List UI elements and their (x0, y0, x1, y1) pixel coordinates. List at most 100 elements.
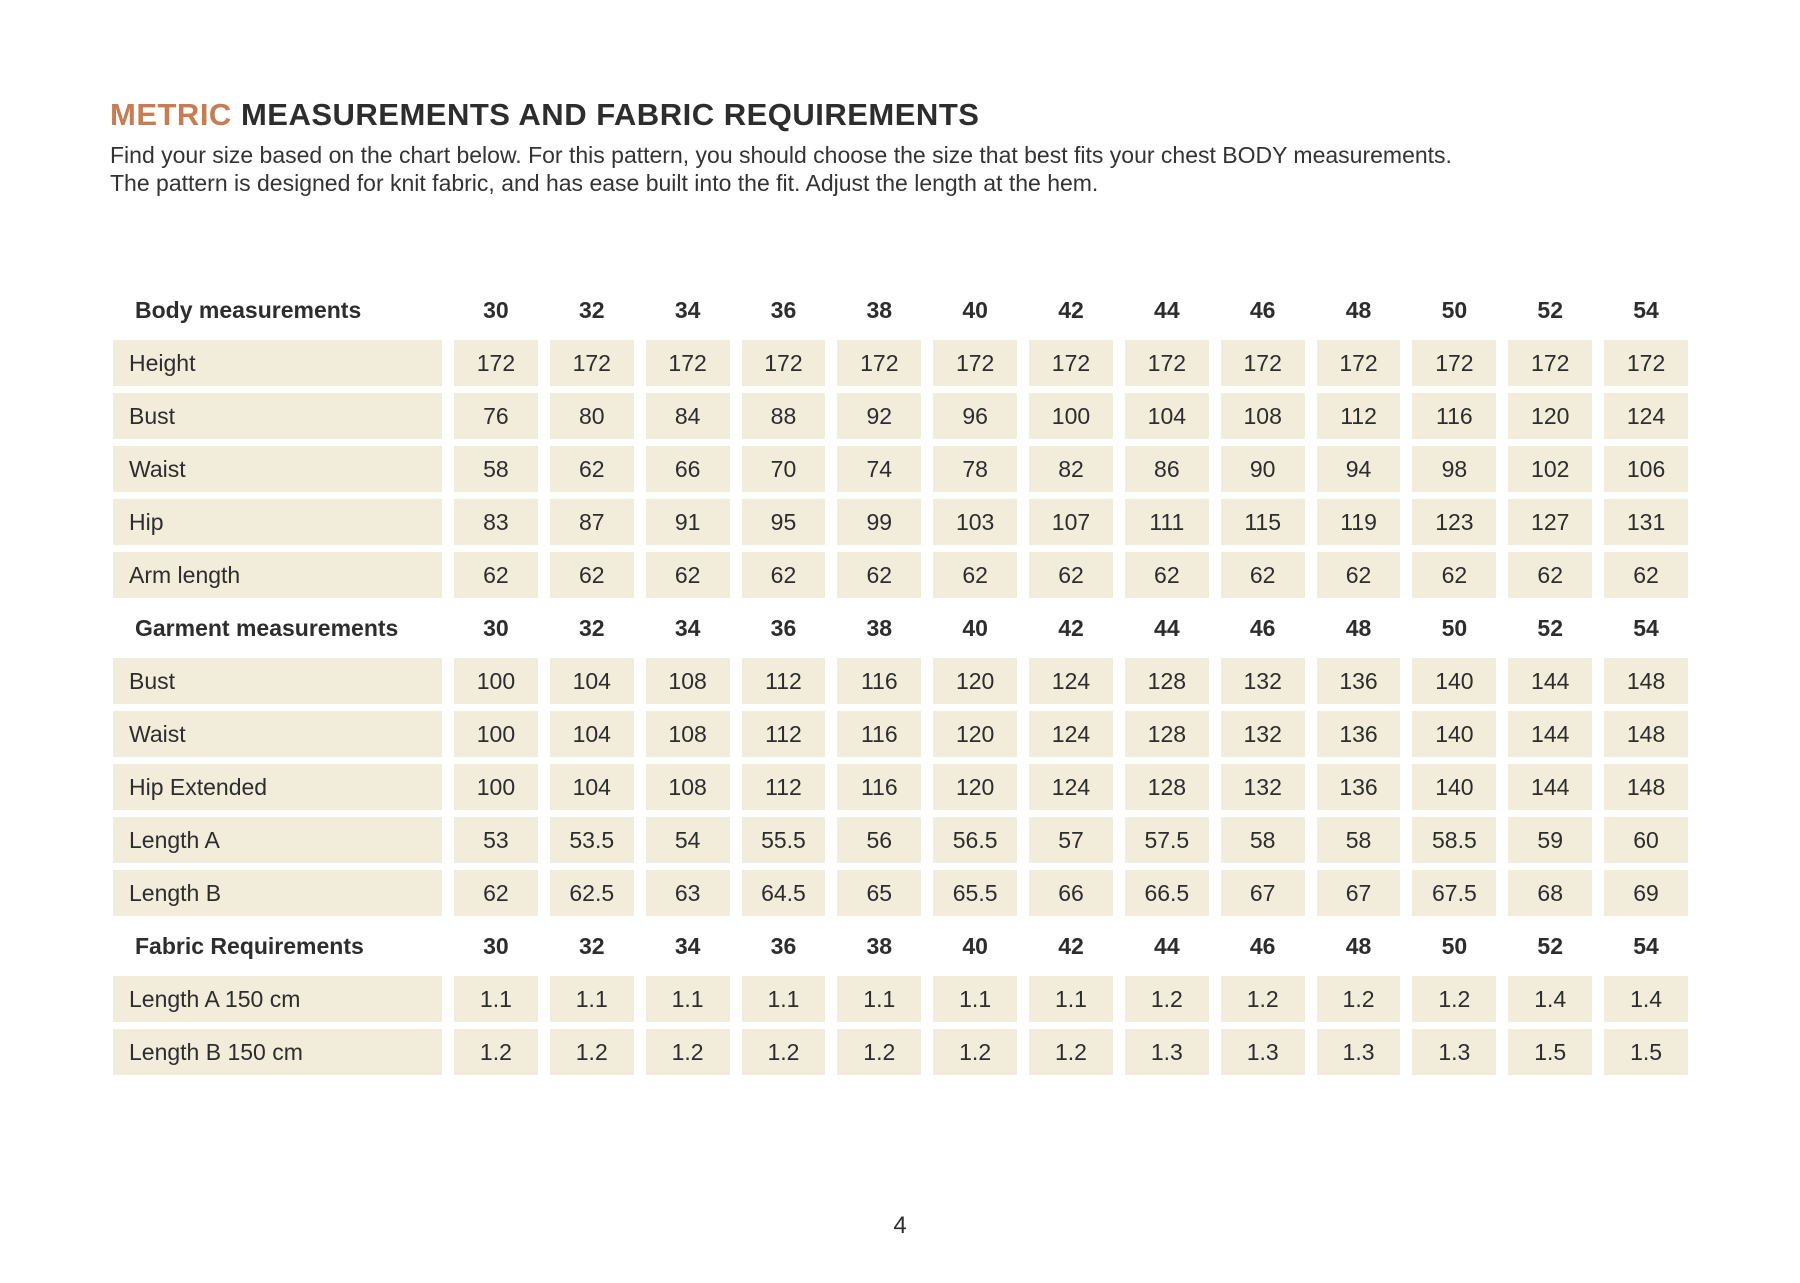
value-cell: 120 (933, 658, 1018, 705)
value-cell: 119 (1316, 499, 1401, 546)
value-cell: 108 (645, 764, 730, 811)
value-cell: 104 (1124, 393, 1209, 440)
value-cell: 55.5 (741, 817, 826, 864)
value-cell: 62 (645, 552, 730, 599)
value-cell: 128 (1124, 764, 1209, 811)
value-cell: 148 (1604, 711, 1688, 758)
value-cell: 172 (1316, 340, 1401, 387)
value-cell: 1.4 (1508, 976, 1593, 1023)
value-cell: 132 (1220, 711, 1305, 758)
value-cell: 98 (1412, 446, 1497, 493)
value-cell: 124 (1029, 711, 1113, 758)
value-cell: 58 (1316, 817, 1401, 864)
value-cell: 108 (645, 658, 730, 705)
value-cell: 116 (837, 711, 922, 758)
value-cell: 1.5 (1508, 1029, 1593, 1076)
value-cell: 59 (1508, 817, 1593, 864)
value-cell: 62 (1124, 552, 1209, 599)
value-cell: 144 (1508, 658, 1593, 705)
size-header-cell: 50 (1441, 932, 1468, 959)
value-cell: 62 (1220, 552, 1305, 599)
size-header-cell: 32 (578, 614, 605, 641)
value-cell: 63 (645, 870, 730, 917)
value-cell: 65 (837, 870, 922, 917)
value-cell: 172 (645, 340, 730, 387)
value-cell: 82 (1029, 446, 1113, 493)
value-cell: 67 (1220, 870, 1305, 917)
value-cell: 58.5 (1412, 817, 1497, 864)
size-header-cell: 38 (866, 932, 893, 959)
row-label: Hip Extended (113, 764, 442, 811)
size-header-cell: 30 (483, 296, 509, 323)
section-header-label: Garment measurements (135, 614, 399, 641)
value-cell: 95 (741, 499, 826, 546)
value-cell: 53 (454, 817, 538, 864)
row-label: Length B (113, 870, 442, 917)
value-cell: 112 (741, 658, 826, 705)
value-cell: 70 (741, 446, 826, 493)
value-cell: 116 (837, 658, 922, 705)
value-cell: 120 (1508, 393, 1593, 440)
value-cell: 64.5 (741, 870, 826, 917)
size-header-cell: 30 (483, 614, 509, 641)
value-cell: 104 (549, 658, 634, 705)
row-label: Length A 150 cm (113, 976, 442, 1023)
size-header-cell: 48 (1345, 614, 1372, 641)
size-header-cell: 38 (866, 296, 893, 323)
value-cell: 148 (1604, 764, 1688, 811)
value-cell: 1.3 (1316, 1029, 1401, 1076)
value-cell: 83 (454, 499, 538, 546)
value-cell: 1.2 (837, 1029, 922, 1076)
value-cell: 172 (1604, 340, 1688, 387)
value-cell: 1.2 (1029, 1029, 1113, 1076)
size-header-cell: 30 (483, 932, 509, 959)
value-cell: 172 (741, 340, 826, 387)
size-header-cell: 36 (770, 932, 797, 959)
value-cell: 62 (837, 552, 922, 599)
value-cell: 62 (1604, 552, 1688, 599)
value-cell: 66.5 (1124, 870, 1209, 917)
size-header-cell: 46 (1249, 296, 1276, 323)
value-cell: 67.5 (1412, 870, 1497, 917)
value-cell: 62 (741, 552, 826, 599)
value-cell: 58 (454, 446, 538, 493)
size-header-cell: 48 (1345, 296, 1372, 323)
value-cell: 1.2 (933, 1029, 1018, 1076)
value-cell: 1.2 (645, 1029, 730, 1076)
size-header-cell: 42 (1058, 932, 1084, 959)
size-header-cell: 46 (1249, 932, 1276, 959)
value-cell: 78 (933, 446, 1018, 493)
value-cell: 136 (1316, 711, 1401, 758)
value-cell: 62 (1508, 552, 1593, 599)
row-label: Bust (113, 658, 442, 705)
size-header-cell: 42 (1058, 296, 1084, 323)
value-cell: 1.2 (1316, 976, 1401, 1023)
value-cell: 1.3 (1124, 1029, 1209, 1076)
value-cell: 60 (1604, 817, 1688, 864)
size-header-cell: 44 (1154, 296, 1180, 323)
value-cell: 100 (1029, 393, 1113, 440)
value-cell: 100 (454, 764, 538, 811)
value-cell: 104 (549, 711, 634, 758)
value-cell: 140 (1412, 764, 1497, 811)
value-cell: 172 (549, 340, 634, 387)
size-header-cell: 34 (674, 932, 701, 959)
size-header-cell: 40 (962, 614, 988, 641)
value-cell: 116 (837, 764, 922, 811)
intro-line-2: The pattern is designed for knit fabric,… (110, 170, 1099, 197)
size-header-cell: 44 (1154, 614, 1180, 641)
value-cell: 100 (454, 658, 538, 705)
value-cell: 1.1 (645, 976, 730, 1023)
value-cell: 53.5 (549, 817, 634, 864)
row-label: Bust (113, 393, 442, 440)
value-cell: 116 (1412, 393, 1497, 440)
value-cell: 92 (837, 393, 922, 440)
value-cell: 62.5 (549, 870, 634, 917)
value-cell: 1.2 (454, 1029, 538, 1076)
value-cell: 136 (1316, 658, 1401, 705)
value-cell: 91 (645, 499, 730, 546)
value-cell: 62 (933, 552, 1018, 599)
value-cell: 1.1 (837, 976, 922, 1023)
size-header-cell: 38 (866, 614, 893, 641)
